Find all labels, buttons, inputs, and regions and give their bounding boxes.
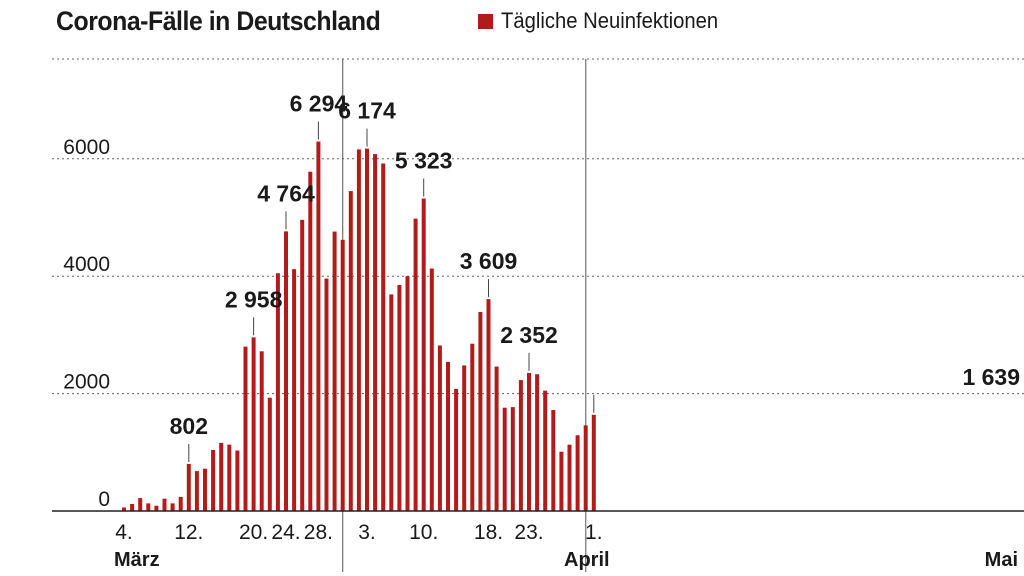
bar xyxy=(332,231,337,511)
chart-header: Corona-Fälle in Deutschland xyxy=(56,4,409,38)
x-tick-label: 20. xyxy=(239,521,268,544)
data-label: 6 294 xyxy=(290,91,348,117)
bar xyxy=(275,273,280,511)
data-label: 4 764 xyxy=(257,180,315,206)
bar xyxy=(292,269,297,511)
y-tick-label: 6000 xyxy=(63,136,110,159)
bar xyxy=(591,414,596,511)
chart-legend: Tägliche Neuinfektionen xyxy=(478,8,737,34)
bar xyxy=(348,191,353,511)
bar xyxy=(462,365,467,511)
bar xyxy=(373,154,378,511)
bar xyxy=(405,276,410,511)
bar xyxy=(437,345,442,511)
bar xyxy=(146,503,151,511)
bar xyxy=(454,388,459,511)
bar xyxy=(543,390,548,511)
data-label: 3 609 xyxy=(460,248,518,274)
bar xyxy=(575,435,580,511)
bar xyxy=(397,285,402,511)
bar xyxy=(211,449,216,511)
data-label: 1 639 xyxy=(962,364,1020,390)
month-label: März xyxy=(114,549,160,571)
bar xyxy=(470,343,475,511)
bar xyxy=(365,148,369,511)
bar xyxy=(446,361,450,511)
bar xyxy=(259,351,264,511)
x-tick-label: 1. xyxy=(585,521,603,544)
bar xyxy=(130,503,135,511)
bar xyxy=(413,218,418,511)
x-tick-label: 4. xyxy=(115,521,133,544)
x-tick-label: 24. xyxy=(271,521,300,544)
bar xyxy=(251,337,256,511)
bar xyxy=(138,498,143,511)
bar xyxy=(494,366,499,511)
bar xyxy=(559,451,564,511)
bar xyxy=(154,505,159,511)
bar xyxy=(284,231,288,511)
bar xyxy=(429,268,434,511)
bar xyxy=(567,444,572,511)
bar xyxy=(510,407,515,511)
bar xyxy=(518,380,523,511)
bar xyxy=(316,141,321,511)
bar xyxy=(267,397,272,511)
bar xyxy=(486,299,491,511)
data-label: 802 xyxy=(170,413,208,439)
y-tick-label: 2000 xyxy=(63,371,110,394)
x-tick-label: 3. xyxy=(358,521,376,544)
legend-swatch xyxy=(478,13,493,29)
bar xyxy=(186,463,191,511)
bar xyxy=(178,496,183,511)
bar xyxy=(356,149,361,511)
legend-label: Tägliche Neuinfektionen xyxy=(501,8,719,33)
data-label: 2 352 xyxy=(500,322,558,348)
bar xyxy=(243,346,248,511)
bar xyxy=(381,163,386,511)
data-label: 5 323 xyxy=(395,148,453,174)
bar xyxy=(219,442,224,511)
bar xyxy=(194,471,199,511)
data-label: 2 958 xyxy=(225,286,283,312)
bar xyxy=(478,312,483,511)
y-tick-label: 0 xyxy=(98,488,110,511)
bar xyxy=(340,239,345,512)
bar xyxy=(227,444,232,511)
bar xyxy=(308,171,313,512)
x-tick-label: 10. xyxy=(409,521,438,544)
bar xyxy=(170,503,175,511)
bar xyxy=(389,294,394,511)
bar xyxy=(235,450,240,511)
bar xyxy=(502,407,507,511)
x-tick-label: 23. xyxy=(514,521,543,544)
month-label: Mai xyxy=(985,549,1018,571)
bar xyxy=(203,468,207,511)
bar xyxy=(162,498,167,511)
bar xyxy=(527,372,531,511)
data-label: 6 174 xyxy=(338,98,396,124)
bar xyxy=(300,219,305,511)
bar xyxy=(551,410,556,511)
x-tick-label: 18. xyxy=(474,521,503,544)
month-label: April xyxy=(564,549,610,571)
bar xyxy=(122,507,126,511)
bar xyxy=(324,278,329,511)
bar xyxy=(583,425,588,511)
chart-title: Corona-Fälle in Deutschland xyxy=(56,5,381,36)
bar xyxy=(421,198,426,511)
x-tick-label: 12. xyxy=(174,521,203,544)
x-tick-label: 28. xyxy=(304,521,333,544)
bar xyxy=(535,374,540,511)
y-tick-label: 4000 xyxy=(63,253,110,276)
